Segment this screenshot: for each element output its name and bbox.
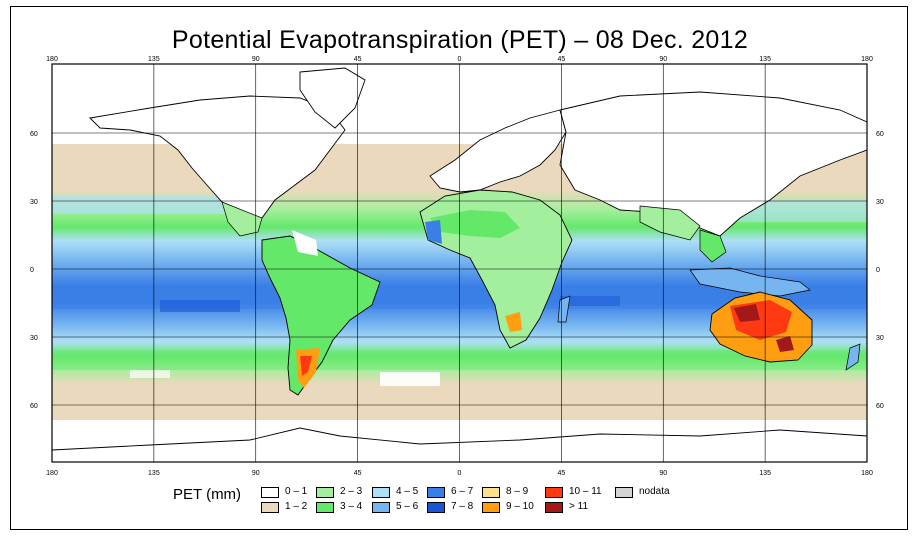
lat-tick-label-right: 60 bbox=[876, 131, 884, 138]
lat-tick-label-left: 30 bbox=[30, 199, 38, 206]
legend-label: 1 – 2 bbox=[285, 501, 308, 512]
legend-title: PET (mm) bbox=[173, 486, 242, 503]
legend-label: 3 – 4 bbox=[340, 501, 363, 512]
legend-label: 6 – 7 bbox=[451, 486, 474, 497]
lon-tick-label-bottom: 135 bbox=[148, 470, 160, 477]
lat-tick-label-right: 0 bbox=[876, 267, 880, 274]
graticule bbox=[52, 64, 867, 462]
legend-label: 10 – 11 bbox=[569, 486, 602, 497]
legend-label: 7 – 8 bbox=[451, 501, 474, 512]
legend-swatch bbox=[482, 487, 500, 498]
legend-swatch bbox=[427, 502, 445, 513]
legend-label: 2 – 3 bbox=[340, 486, 363, 497]
legend-swatch bbox=[545, 502, 563, 513]
lon-tick-label-bottom: 90 bbox=[252, 470, 260, 477]
legend-swatch bbox=[545, 487, 563, 498]
lon-tick-label-bottom: 180 bbox=[861, 470, 873, 477]
legend-label: 0 – 1 bbox=[285, 486, 308, 497]
legend-swatch bbox=[427, 487, 445, 498]
legend-swatch bbox=[372, 502, 390, 513]
legend-swatch bbox=[261, 502, 279, 513]
legend-label: 9 – 10 bbox=[506, 501, 534, 512]
legend-swatch bbox=[615, 487, 633, 498]
map-border bbox=[51, 63, 868, 463]
legend-label: 4 – 5 bbox=[396, 486, 419, 497]
lon-tick-label-top: 90 bbox=[252, 56, 260, 63]
figure-frame bbox=[10, 6, 908, 530]
lon-tick-label-top: 90 bbox=[659, 56, 667, 63]
lon-tick-label-bottom: 90 bbox=[659, 470, 667, 477]
lat-tick-label-right: 30 bbox=[876, 335, 884, 342]
legend-swatch bbox=[372, 487, 390, 498]
legend-label: 5 – 6 bbox=[396, 501, 419, 512]
lon-tick-label-top: 45 bbox=[557, 56, 565, 63]
lon-tick-label-top: 0 bbox=[458, 56, 462, 63]
map-title: Potential Evapotranspiration (PET) – 08 … bbox=[171, 26, 749, 54]
lon-tick-label-bottom: 0 bbox=[458, 470, 462, 477]
lon-tick-label-top: 135 bbox=[148, 56, 160, 63]
lon-tick-label-top: 180 bbox=[46, 56, 58, 63]
legend-swatch bbox=[316, 487, 334, 498]
lat-tick-label-left: 30 bbox=[30, 335, 38, 342]
legend-swatch bbox=[261, 487, 279, 498]
lat-tick-label-right: 30 bbox=[876, 199, 884, 206]
lon-tick-label-top: 135 bbox=[759, 56, 771, 63]
legend-label: nodata bbox=[639, 486, 670, 497]
lon-tick-label-bottom: 135 bbox=[759, 470, 771, 477]
lon-tick-label-bottom: 45 bbox=[557, 470, 565, 477]
lon-tick-label-bottom: 45 bbox=[354, 470, 362, 477]
legend-swatch bbox=[482, 502, 500, 513]
lat-tick-label-left: 60 bbox=[30, 403, 38, 410]
legend-label: > 11 bbox=[569, 501, 588, 512]
lat-tick-label-left: 60 bbox=[30, 131, 38, 138]
lat-tick-label-left: 0 bbox=[30, 267, 34, 274]
lon-tick-label-bottom: 180 bbox=[46, 470, 58, 477]
legend-swatch bbox=[316, 502, 334, 513]
lon-tick-label-top: 45 bbox=[354, 56, 362, 63]
lat-tick-label-right: 60 bbox=[876, 403, 884, 410]
legend-label: 8 – 9 bbox=[506, 486, 529, 497]
lon-tick-label-top: 180 bbox=[861, 56, 873, 63]
